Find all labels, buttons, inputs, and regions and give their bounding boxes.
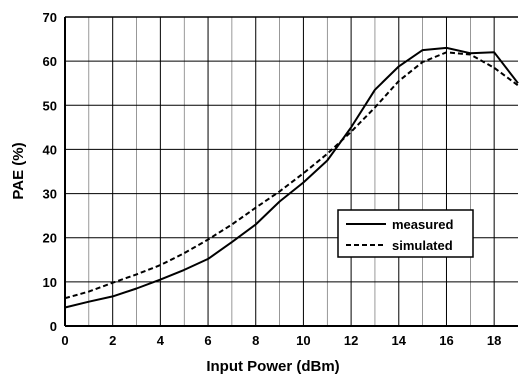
- y-tick-label: 30: [43, 187, 57, 202]
- y-tick-label: 0: [50, 319, 57, 334]
- x-tick-label: 10: [296, 333, 310, 348]
- y-tick-labels: 0 10 20 30 40 50 60 70: [43, 10, 57, 334]
- x-axis-title: Input Power (dBm): [206, 358, 339, 375]
- x-tick-labels: 0 2 4 6 8 10 12 14 16 18: [61, 333, 501, 348]
- x-tick-label: 4: [157, 333, 165, 348]
- legend-measured-label: measured: [392, 217, 453, 232]
- x-tick-label: 16: [439, 333, 453, 348]
- series-measured-line: [64, 46, 519, 309]
- y-tick-label: 40: [43, 142, 57, 157]
- x-tick-label: 2: [109, 333, 116, 348]
- x-tick-label: 8: [252, 333, 259, 348]
- x-tick-label: 0: [61, 333, 68, 348]
- y-tick-label: 50: [43, 98, 57, 113]
- legend-box: [337, 209, 474, 258]
- y-axis-title: PAE (%): [10, 142, 27, 199]
- y-tick-label: 10: [43, 275, 57, 290]
- legend: measured simulated: [337, 209, 474, 258]
- y-tick-label: 60: [43, 54, 57, 69]
- y-tick-label: 70: [43, 10, 57, 25]
- x-tick-label: 14: [392, 333, 407, 348]
- y-tick-label: 20: [43, 231, 57, 246]
- series-layer: [64, 46, 519, 309]
- x-tick-label: 12: [344, 333, 358, 348]
- legend-simulated-label: simulated: [392, 238, 453, 253]
- plot-area: [64, 16, 518, 327]
- x-tick-label: 18: [487, 333, 501, 348]
- grid-lines: [65, 17, 518, 326]
- series-simulated-line: [64, 51, 519, 300]
- x-tick-label: 6: [204, 333, 211, 348]
